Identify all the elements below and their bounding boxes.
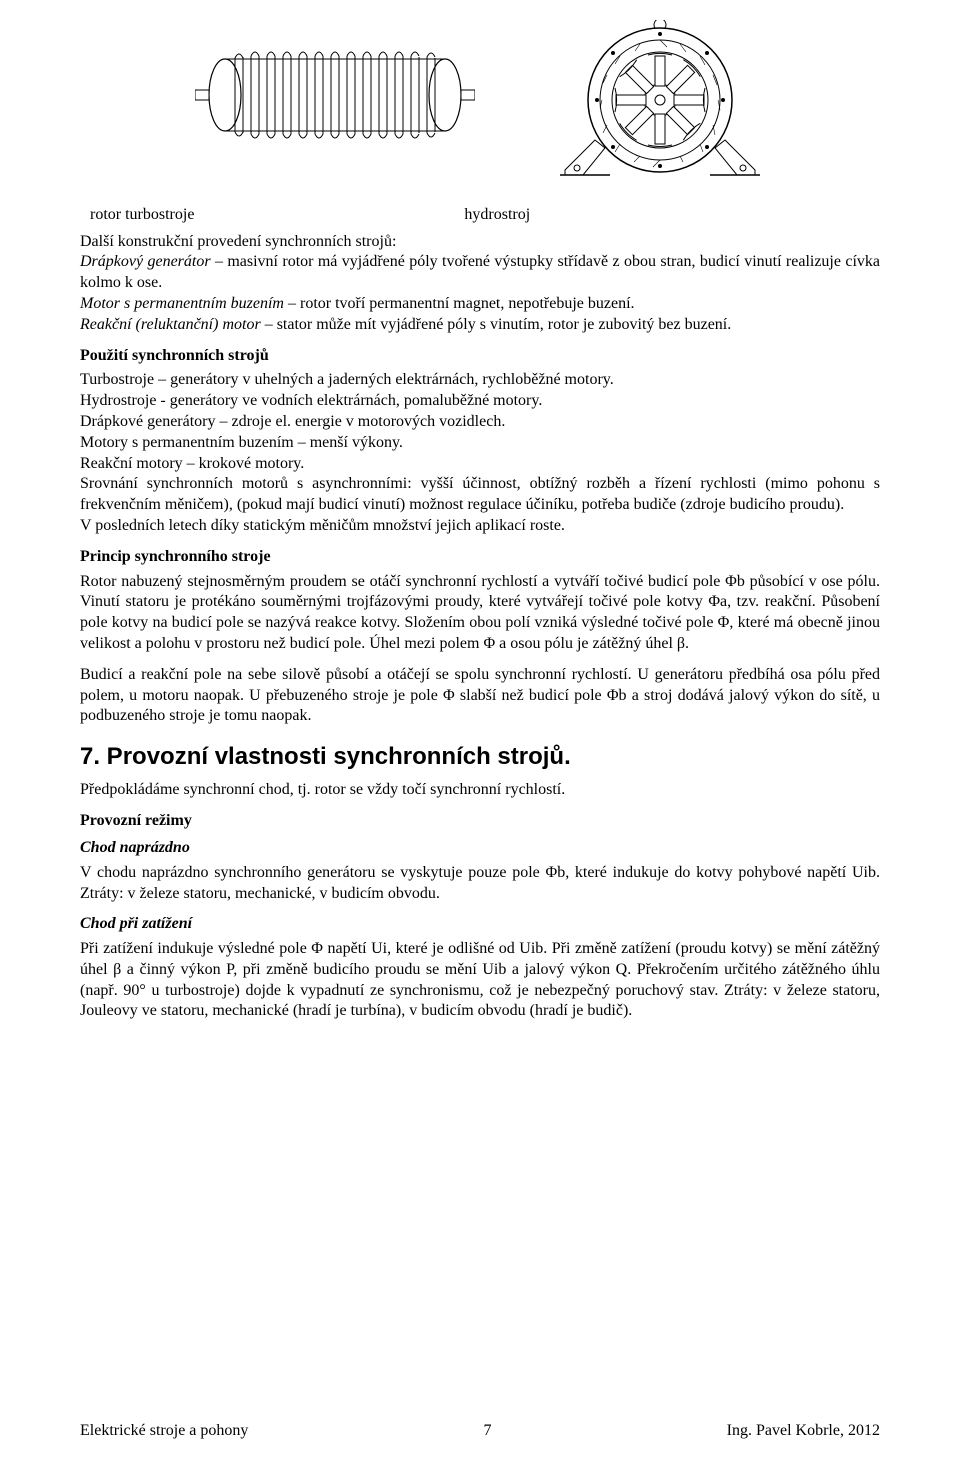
pouziti-l3: Drápkové generátory – zdroje el. energie…: [80, 413, 505, 430]
princip-p1: Rotor nabuzený stejnosměrným proudem se …: [80, 572, 880, 655]
pouziti-l2: Hydrostroje - generátory ve vodních elek…: [80, 392, 542, 409]
figure-labels: rotor turbostroje hydrostroj: [80, 205, 880, 226]
figure-hydro: [555, 20, 765, 197]
heading-pouziti: Použití synchronních strojů: [80, 346, 880, 367]
heading-naprazdno: Chod naprázdno: [80, 838, 880, 859]
pouziti-l5: Reakční motory – krokové motory.: [80, 455, 304, 472]
pouziti-l6: Srovnání synchronních motorů s asynchron…: [80, 475, 880, 513]
construction-intro: Další konstrukční provedení synchronních…: [80, 233, 396, 250]
naprazdno-p: V chodu naprázdno synchronního generátor…: [80, 863, 880, 905]
pouziti-l1: Turbostroje – generátory v uhelných a ja…: [80, 371, 614, 388]
figure-row: [80, 20, 880, 197]
figure-rotor: [195, 20, 475, 197]
figure-label-left: rotor turbostroje: [90, 205, 194, 226]
permanent-rest: – rotor tvoří permanentní magnet, nepotř…: [284, 295, 635, 312]
footer-right: Ing. Pavel Kobrle, 2012: [727, 1421, 880, 1442]
reluctance-italic: Reakční (reluktanční) motor: [80, 316, 261, 333]
sec7-intro: Předpokládáme synchronní chod, tj. rotor…: [80, 780, 880, 801]
figure-label-right: hydrostroj: [464, 205, 530, 226]
pouziti-l7: V posledních letech díky statickým měnič…: [80, 517, 565, 534]
footer-page-number: 7: [484, 1421, 492, 1442]
zatizeni-p: Při zatížení indukuje výsledné pole Φ na…: [80, 939, 880, 1022]
construction-paragraph: Další konstrukční provedení synchronních…: [80, 232, 880, 336]
pouziti-l4: Motory s permanentním buzením – menší vý…: [80, 434, 403, 451]
pouziti-paragraph: Turbostroje – generátory v uhelných a ja…: [80, 370, 880, 536]
footer-left: Elektrické stroje a pohony: [80, 1421, 248, 1442]
heading-section-7: 7. Provozní vlastnosti synchronních stro…: [80, 741, 880, 772]
drapkovy-italic: Drápkový generátor: [80, 253, 211, 270]
heading-princip: Princip synchronního stroje: [80, 547, 880, 568]
permanent-italic: Motor s permanentním buzením: [80, 295, 284, 312]
heading-zatizeni: Chod při zatížení: [80, 914, 880, 935]
page-footer: Elektrické stroje a pohony 7 Ing. Pavel …: [80, 1421, 880, 1442]
reluctance-rest: – stator může mít vyjádřené póly s vinut…: [261, 316, 732, 333]
princip-p2: Budicí a reakční pole na sebe silově půs…: [80, 665, 880, 727]
heading-rezimy: Provozní režimy: [80, 811, 880, 832]
